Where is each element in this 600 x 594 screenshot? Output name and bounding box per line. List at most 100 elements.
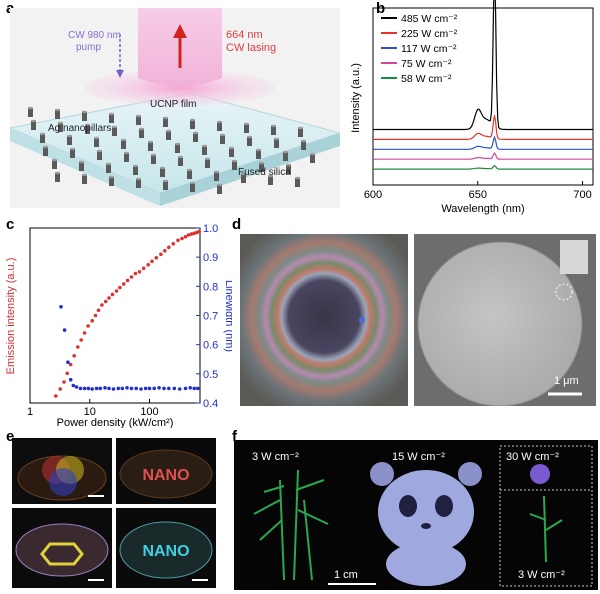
nanopillar [175,144,180,153]
power-label-1: 3 W cm⁻² [252,451,299,463]
emission-point [68,362,73,367]
emission-point [96,308,101,313]
nanopillar [220,135,225,144]
power-ylabel-right: Linewidth (nm) [223,280,232,352]
substrate-label: Fused silica [238,167,291,178]
nanopillar [43,147,48,156]
power-y2tick-label: 0.9 [203,252,218,264]
linewidth-point [78,386,83,391]
nanopillar [310,154,315,163]
nanopillar [268,176,273,185]
emission-point [79,338,83,342]
nanopillar [232,161,237,170]
spectrum-line [373,152,593,160]
linewidth-point [188,386,192,390]
sem-scale-label: 1 μm [554,375,579,387]
nanopillar [178,157,183,166]
emission-point [118,285,122,290]
rose-stem [529,495,563,563]
pump-label-line2: pump [76,42,101,53]
power-y2tick-label: 1.0 [203,223,218,235]
legend-entry: 58 W cm⁻² [401,73,452,85]
nanopillar [94,138,99,147]
emission-point [183,235,188,239]
linewidth-point [129,386,134,391]
linewidth-point [90,387,94,391]
emission-point [110,292,115,297]
emission-point [163,249,167,253]
nanopillar [163,118,168,127]
nanopillar [205,159,210,168]
emission-point [121,282,126,286]
nanopillar [190,183,195,192]
linewidth-point [66,360,70,364]
emission-point [76,345,80,349]
nanopillar [187,170,192,179]
panel-f-patterns: 3 W cm⁻² 15 W cm⁻² 1 cm 30 W cm⁻² 3 W cm… [234,440,598,590]
nanopillar [190,120,195,129]
panda-pattern [370,462,482,586]
linewidth-point [94,386,99,391]
linewidth-point [103,386,107,390]
nanopillar [85,125,90,134]
power-frame [29,227,201,404]
nanopillar [229,148,234,157]
film-label: UCNP film [150,99,196,110]
nano-text-red: NANO [142,467,189,484]
spectra-xlabel: Wavelength (nm) [441,203,524,215]
emission-point [133,271,138,276]
linewidth-point [62,328,67,332]
emission-point [72,354,76,358]
optical-micrograph [240,234,408,406]
emission-point [100,303,104,307]
emission-point [154,256,159,260]
nanopillar [109,114,114,123]
emission-point [107,296,111,300]
emission-point [65,371,69,376]
nanopillar [271,126,276,135]
linewidth-point [134,386,138,391]
emission-point [186,233,191,237]
nanopillar [163,181,168,190]
legend-entry: 225 W cm⁻² [401,28,458,40]
emission-point [150,259,154,264]
linewidth-point [183,386,188,391]
nanopillar [259,163,264,172]
lasing-label-line1: 664 nm [226,29,263,41]
linewidth-point [167,386,171,391]
nanopillar [70,149,75,158]
linewidth-point [74,385,79,389]
nanopillar [295,178,300,187]
nanopillar [82,112,87,121]
emission-point [82,331,87,335]
ag-nanopillars [28,106,315,194]
emission-point [180,236,184,241]
power-y2tick-label: 0.7 [203,311,218,323]
photo-e-4: NANO [116,508,216,588]
nanopillar [58,123,63,132]
power-dependence-chart: 1 10 100 0.4 0.5 0.6 0.7 0.8 0.9 1.0 Power densit… [5,223,235,429]
panel-label-e: e [6,428,15,445]
nanopillar [286,165,291,174]
spectrum-line [373,135,593,150]
spectra-xtick-label: 650 [469,189,487,201]
emission-point [125,278,130,283]
linewidth-point [107,386,111,391]
spectrum-line [373,164,593,170]
linewidth-point [192,386,196,391]
emission-point [167,245,171,250]
linewidth-point [172,386,177,391]
power-ylabel-left: Emission intensity (a.u.) [5,258,17,375]
lasing-schematic: CW 980 nm pump 664 nm CW lasing UCNP fil… [8,8,342,208]
spectra-xtick-label: 700 [573,189,591,201]
rose-frame [499,445,593,587]
nano-text-cyan: NANO [142,543,189,560]
panel-label-c: c [6,216,15,233]
nanopillar [106,164,111,173]
nanopillar [124,153,129,162]
nanopillar [82,175,87,184]
linewidth-point [157,386,161,390]
nanopillar [31,121,36,130]
nanopillar [55,173,60,182]
sem-micrograph: 1 μm [414,234,596,406]
